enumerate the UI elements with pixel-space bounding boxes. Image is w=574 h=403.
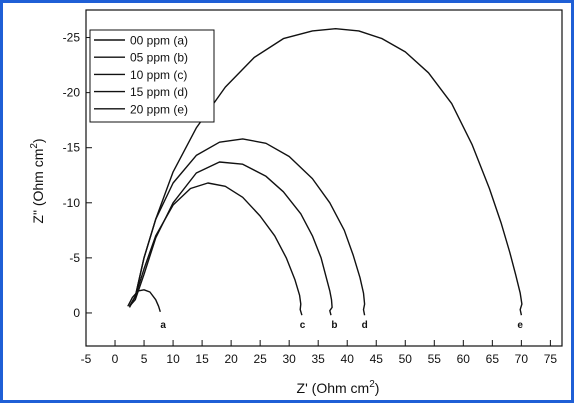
y-tick-label: -25 xyxy=(63,31,81,45)
x-tick-label: 60 xyxy=(457,352,471,366)
series-line-b xyxy=(128,161,333,316)
x-tick-label: 40 xyxy=(341,352,355,366)
legend-box xyxy=(89,29,215,123)
x-tick-label: 15 xyxy=(195,352,209,366)
series-line-e xyxy=(128,28,523,316)
curve-label-c: c xyxy=(300,320,306,331)
legend-entry: 20 ppm (e) xyxy=(130,102,188,116)
x-axis-title: Z' (Ohm cm2) xyxy=(297,379,380,396)
y-tick-label: -5 xyxy=(69,251,80,265)
y-axis: 0 -5 -10 -15 -20 -25 xyxy=(63,31,92,320)
x-tick-label: -5 xyxy=(81,352,92,366)
curve-label-a: a xyxy=(160,320,166,331)
curve-label-d: d xyxy=(362,320,368,331)
y-tick-label: 0 xyxy=(73,306,80,320)
x-axis: -5 0 5 10 15 20 25 30 35 40 45 50 55 60 65 70 75 xyxy=(81,340,558,366)
y-tick-label: -15 xyxy=(63,141,81,155)
legend-entry: 05 ppm (b) xyxy=(130,51,188,65)
x-tick-label: 70 xyxy=(515,352,529,366)
x-tick-label: 25 xyxy=(253,352,267,366)
x-tick-label: 35 xyxy=(312,352,326,366)
legend-entry: 00 ppm (a) xyxy=(130,34,188,48)
legend-entry: 10 ppm (c) xyxy=(130,68,187,82)
curve-label-e: e xyxy=(517,320,523,331)
y-tick-label: -10 xyxy=(63,196,81,210)
series-line-c xyxy=(128,182,303,316)
x-tick-label: 65 xyxy=(486,352,500,366)
curve-labels: a b c d e xyxy=(160,320,523,331)
x-tick-label: 20 xyxy=(224,352,238,366)
legend-entry: 15 ppm (d) xyxy=(130,85,188,99)
x-tick-label: 30 xyxy=(282,352,296,366)
nyquist-chart: -5 0 5 10 15 20 25 30 35 40 45 50 55 60 65 70 75 0 -5 -10 -… xyxy=(29,9,563,396)
x-tick-label: 75 xyxy=(544,352,558,366)
series-line-a xyxy=(127,289,161,313)
x-tick-label: 55 xyxy=(428,352,442,366)
x-tick-label: 5 xyxy=(141,352,148,366)
legend: 00 ppm (a) 05 ppm (b) 10 ppm (c) 15 ppm (d)… xyxy=(89,29,215,123)
y-tick-label: -20 xyxy=(63,86,81,100)
series-layer xyxy=(127,28,523,316)
x-tick-label: 0 xyxy=(112,352,119,366)
x-tick-label: 50 xyxy=(399,352,413,366)
y-axis-title: Z" (Ohm cm2) xyxy=(29,138,46,223)
curve-label-b: b xyxy=(331,320,337,331)
x-tick-label: 10 xyxy=(166,352,180,366)
x-tick-label: 45 xyxy=(370,352,384,366)
